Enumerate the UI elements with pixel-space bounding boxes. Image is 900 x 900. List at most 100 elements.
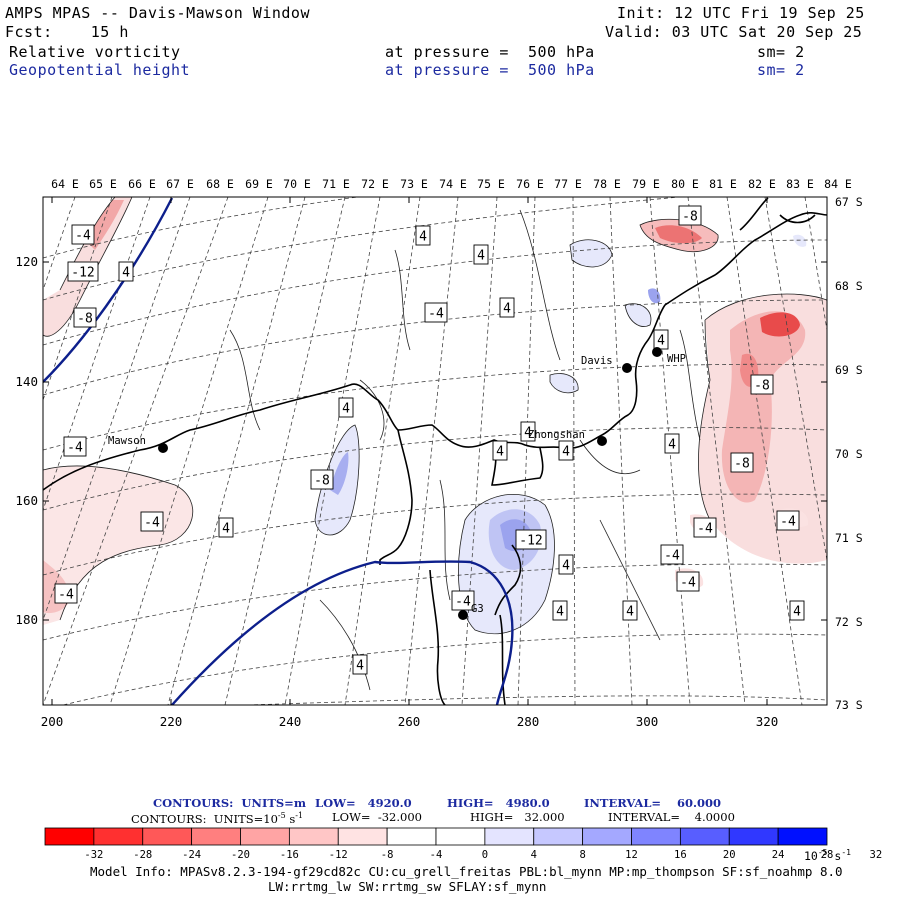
field-1-smoothing: sm= 2	[757, 43, 805, 61]
contour-label-box	[558, 554, 574, 575]
contour-label: -12	[515, 529, 547, 550]
contour-label-box	[558, 440, 574, 461]
vort-contour-units: CONTOURS: UNITS=10-5 s-1	[131, 811, 304, 826]
contour-label-text: -4	[697, 522, 713, 537]
contour-label: -8	[730, 452, 754, 473]
vort-contour-high: HIGH= 32.000	[470, 810, 565, 824]
coastline	[43, 197, 827, 705]
top-longitude-labels: 64 E 65 E 66 E 67 E 68 E 69 E 70 E 71 E 72 E 73 E…	[51, 177, 852, 191]
colorbar-tick: -16	[280, 849, 299, 861]
contour-label-box	[492, 440, 508, 461]
contour-label-text: -4	[428, 307, 444, 322]
contour-label-box	[140, 511, 164, 532]
station-dot	[158, 443, 168, 453]
contour-label-text: 4	[342, 402, 350, 417]
lon-label: 66 E	[128, 177, 156, 191]
colorbar-tick: -28	[133, 849, 152, 861]
vort-contour-low: LOW= -32.000	[332, 810, 422, 824]
contour-label-box	[54, 583, 78, 604]
contour-label-text: 4	[122, 266, 130, 281]
colorbar-tick: 24	[772, 849, 785, 861]
contour-label: -8	[310, 469, 334, 490]
contour-label: 4	[338, 397, 354, 418]
lon-label: 77 E	[554, 177, 582, 191]
station-label: Mawson	[108, 435, 146, 447]
contour-label-text: 4	[626, 605, 634, 620]
colorbar-tick: -12	[329, 849, 348, 861]
contour-label-text: 4	[222, 522, 230, 537]
lon-label: 79 E	[632, 177, 660, 191]
contour-label-text: -4	[680, 576, 696, 591]
station-label: Davis	[581, 355, 613, 367]
right-latitude-labels: 67 S 68 S 69 S 70 S 71 S 72 S 73 S	[835, 195, 863, 712]
grid-col-label: 240	[279, 714, 302, 729]
station-dot	[597, 436, 607, 446]
colorbar-tick: 32	[870, 849, 883, 861]
contour-label-text: -4	[780, 515, 796, 530]
vorticity-contours	[43, 197, 827, 691]
contour-label-box	[118, 261, 134, 282]
contour-label-text: -8	[314, 474, 330, 489]
colorbar-swatch	[93, 827, 144, 846]
contour-label: 4	[552, 600, 568, 621]
lon-label: 72 E	[361, 177, 389, 191]
contour-label-box	[678, 205, 702, 226]
height-contour-units: CONTOURS: UNITS=m	[153, 796, 306, 810]
contour-label-box	[338, 397, 354, 418]
colorbar-tick: -24	[182, 849, 201, 861]
lon-label: 83 E	[786, 177, 814, 191]
lat-lon-grid	[43, 197, 827, 705]
contour-label: -8	[750, 374, 774, 395]
contour-label: -4	[140, 511, 164, 532]
model-info-line-2: LW:rrtmg_lw SW:rrtmg_sw SFLAY:sf_mynn	[268, 879, 547, 894]
contour-label: -4	[54, 583, 78, 604]
contour-label-box	[415, 225, 431, 246]
contour-label: -4	[451, 590, 475, 611]
grid-col-label: 320	[756, 714, 779, 729]
contour-label: 4	[558, 554, 574, 575]
contour-label: -4	[71, 224, 95, 245]
colorbar-tick: -32	[84, 849, 103, 861]
contour-label-text: 4	[356, 659, 364, 674]
colorbar-swatch	[484, 827, 535, 846]
colorbar-swatch	[582, 827, 632, 846]
contour-label-box	[693, 517, 717, 538]
lon-label: 80 E	[671, 177, 699, 191]
colorbar-swatch	[44, 827, 95, 846]
colorbar-tick: 28	[821, 849, 834, 861]
grid-row-label: 180	[15, 612, 38, 627]
colorbar-tick: -4	[430, 849, 443, 861]
lon-label: 76 E	[516, 177, 544, 191]
contour-label-box	[63, 436, 87, 457]
grid-col-label: 300	[636, 714, 659, 729]
lon-label: 74 E	[439, 177, 467, 191]
contour-label-text: -8	[682, 210, 698, 225]
contour-label: -4	[660, 544, 684, 565]
field-1-name: Relative vorticity	[9, 43, 181, 61]
contour-label: -4	[676, 571, 700, 592]
valid-time: Valid: 03 UTC Sat 20 Sep 25	[605, 23, 863, 41]
contour-label: -4	[63, 436, 87, 457]
field-2-level: at pressure = 500 hPa	[385, 61, 595, 79]
contour-label-text: -8	[734, 457, 750, 472]
field-2-name: Geopotential height	[9, 61, 191, 79]
contour-label-box	[676, 571, 700, 592]
lon-label: 64 E	[51, 177, 79, 191]
grid-row-label: 160	[15, 493, 38, 508]
contour-label-box	[218, 517, 234, 538]
colorbar-swatch	[240, 827, 290, 846]
contour-label-text: -12	[519, 534, 542, 549]
contour-label-box	[473, 244, 489, 265]
lon-label: 65 E	[89, 177, 117, 191]
grid-col-label: 260	[398, 714, 421, 729]
lon-label: 67 E	[166, 177, 194, 191]
grid-row-label: 120	[15, 254, 38, 269]
height-contour-low: LOW= 4920.0	[315, 796, 412, 810]
grid-col-label: 220	[160, 714, 183, 729]
colorbar-swatch	[337, 827, 388, 846]
contour-label: 4	[789, 600, 805, 621]
lat-label: 67 S	[835, 195, 863, 209]
colorbar-tick: 4	[531, 849, 537, 861]
init-time: Init: 12 UTC Fri 19 Sep 25	[617, 4, 865, 22]
